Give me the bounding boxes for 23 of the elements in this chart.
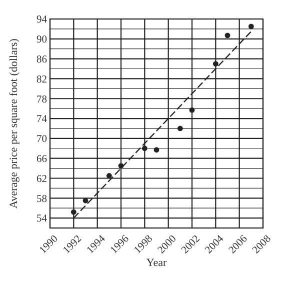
y-tick-label: 70: [36, 134, 47, 146]
point: [142, 146, 148, 152]
point: [106, 173, 112, 178]
y-tick-label: 66: [36, 154, 47, 166]
point: [189, 107, 195, 113]
y-tick-label: 74: [36, 114, 48, 126]
y-tick-label: 94: [36, 14, 48, 26]
point: [82, 198, 88, 204]
y-tick-label: 90: [36, 34, 47, 46]
y-tick-label: 86: [36, 54, 47, 66]
y-tick-label: 62: [36, 174, 47, 185]
y-tick-label: 58: [36, 194, 47, 205]
y-tick-label: 82: [36, 74, 47, 86]
point: [154, 147, 160, 153]
point: [177, 126, 183, 132]
y-axis-title: Average price per square foot (dollars): [8, 38, 20, 208]
point: [224, 32, 230, 38]
y-tick-label: 54: [36, 214, 48, 225]
point: [248, 24, 254, 30]
point: [212, 61, 218, 66]
point: [70, 209, 76, 215]
x-axis-title: Year: [146, 257, 167, 269]
y-tick-label: 78: [36, 94, 47, 106]
